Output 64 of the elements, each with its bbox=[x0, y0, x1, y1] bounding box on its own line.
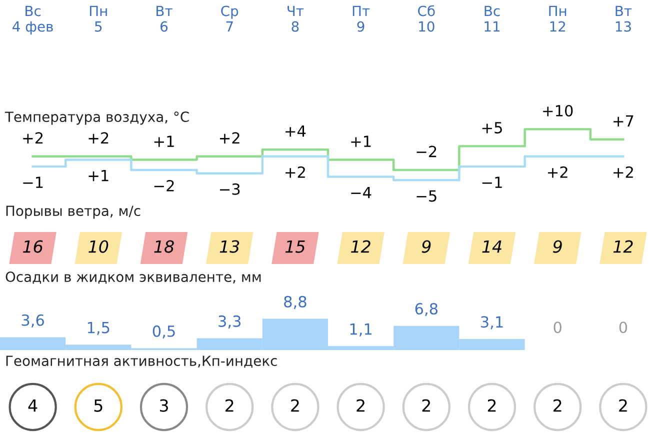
data-label: 2 bbox=[226, 399, 234, 412]
data-label: 3,6 bbox=[22, 314, 44, 328]
data-label: 8,8 bbox=[284, 296, 306, 310]
data-label: +1 bbox=[88, 170, 108, 182]
data-label: 5 bbox=[94, 399, 102, 412]
x-tick-label: Пт 9 bbox=[352, 6, 370, 32]
data-label: 10 bbox=[88, 240, 108, 253]
data-label: 0,5 bbox=[152, 325, 175, 338]
chart-title: Температура воздуха, °C bbox=[4, 112, 189, 125]
data-label: +2 bbox=[548, 166, 568, 178]
x-tick-label: Вс 11 bbox=[484, 6, 500, 32]
data-label: +2 bbox=[286, 166, 305, 178]
x-tick-label: Чт 8 bbox=[288, 6, 304, 32]
data-label: +5 bbox=[482, 122, 502, 134]
data-label: 3 bbox=[160, 399, 168, 412]
data-label: 0 bbox=[619, 322, 628, 334]
data-label: +1 bbox=[351, 136, 371, 147]
data-label: −2 bbox=[416, 146, 436, 158]
data-label: 2 bbox=[422, 399, 430, 412]
data-label: 2 bbox=[291, 399, 299, 412]
x-tick-label: Сб 10 bbox=[418, 5, 435, 32]
text: Порывы ветра, м/с bbox=[6, 206, 140, 219]
data-label: 6,8 bbox=[415, 303, 438, 316]
data-label: 12 bbox=[613, 240, 633, 253]
data-label: −4 bbox=[351, 186, 372, 198]
data-label: 2 bbox=[356, 399, 364, 412]
data-label: 3,3 bbox=[218, 315, 241, 329]
x-tick-label: Вс 4 фев bbox=[12, 6, 53, 34]
data-label: +1 bbox=[154, 136, 174, 147]
data-label: 15 bbox=[285, 240, 305, 253]
data-label: 14 bbox=[482, 240, 502, 253]
x-tick-label: Ср 7 bbox=[221, 6, 238, 32]
data-label: +10 bbox=[543, 104, 573, 117]
text: Геомагнитная активность,Кп-индекс bbox=[6, 356, 277, 368]
x-tick-label: Пн 12 bbox=[549, 6, 566, 32]
data-label: −3 bbox=[220, 183, 240, 195]
data-label: −1 bbox=[482, 176, 502, 188]
data-label: 4 bbox=[28, 399, 38, 412]
data-label: 9 bbox=[553, 240, 562, 253]
data-label: 0 bbox=[554, 322, 562, 334]
data-label: −5 bbox=[416, 190, 436, 202]
x-tick-label: Вт 6 bbox=[156, 6, 172, 32]
data-label: +7 bbox=[614, 115, 634, 126]
data-label: 1,5 bbox=[88, 322, 110, 335]
data-label: +2 bbox=[614, 166, 633, 178]
x-tick-label: Пн 5 bbox=[90, 6, 107, 32]
data-label: −2 bbox=[154, 180, 174, 192]
data-label: 1,1 bbox=[350, 323, 372, 336]
data-label: 3,1 bbox=[481, 316, 503, 330]
data-label: 12 bbox=[351, 240, 370, 253]
data-label: 2 bbox=[554, 399, 562, 412]
data-label: +2 bbox=[220, 132, 240, 144]
data-label: +2 bbox=[23, 132, 43, 144]
data-label: +2 bbox=[88, 132, 108, 144]
data-label: 2 bbox=[619, 399, 627, 412]
data-label: 13 bbox=[220, 240, 240, 253]
data-label: 18 bbox=[154, 240, 174, 253]
data-label: 16 bbox=[23, 240, 43, 253]
data-label: 2 bbox=[488, 399, 496, 412]
data-label: 9 bbox=[422, 240, 431, 253]
data-label: +4 bbox=[286, 126, 306, 137]
x-tick-label: Вт 13 bbox=[616, 6, 632, 32]
data-label: −1 bbox=[23, 176, 43, 188]
chart-title: Осадки в жидком эквиваленте, мм bbox=[6, 272, 261, 284]
